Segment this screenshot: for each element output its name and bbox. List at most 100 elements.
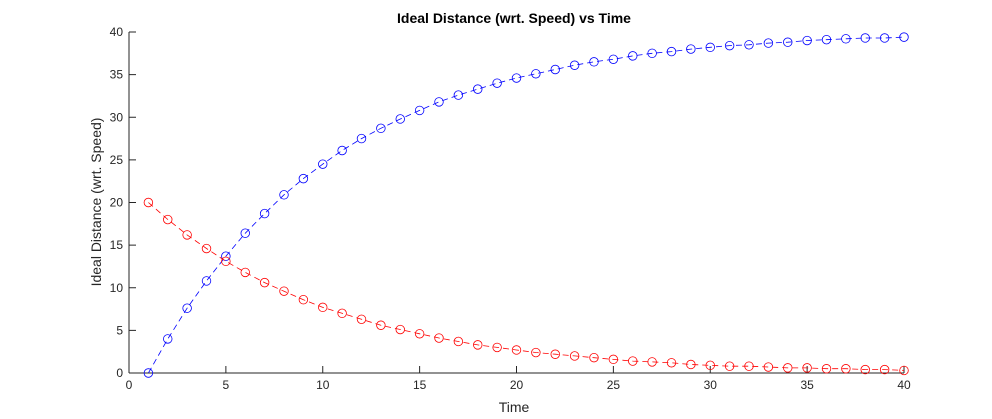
data-point [356, 133, 367, 144]
x-tick-label: 5 [223, 378, 230, 392]
x-tick-label: 20 [510, 378, 524, 392]
data-point [686, 359, 696, 370]
y-tick-label: 40 [110, 25, 124, 39]
series-group [143, 32, 909, 378]
data-point [376, 320, 386, 330]
data-point [356, 314, 367, 324]
x-axis-label: Time [499, 399, 530, 415]
data-point [414, 329, 425, 339]
y-tick-label: 5 [116, 323, 123, 337]
x-axis-ticks: 0 5 10 15 20 25 30 35 40 [126, 366, 911, 392]
data-point [705, 42, 715, 53]
data-point [744, 40, 754, 50]
data-point [434, 97, 444, 107]
series-1 [143, 197, 909, 376]
data-point [318, 159, 328, 169]
data-point [821, 34, 832, 45]
x-tick-label: 0 [126, 378, 133, 392]
y-axis-label: Ideal Distance (wrt. Speed) [88, 118, 104, 287]
data-point [259, 277, 270, 288]
data-point [802, 35, 812, 46]
data-point [163, 214, 173, 225]
data-point [647, 357, 657, 367]
data-point [899, 365, 909, 376]
data-point [337, 145, 347, 156]
y-tick-label: 10 [110, 281, 124, 295]
data-point [569, 351, 580, 361]
data-point [589, 57, 599, 67]
data-point [395, 324, 405, 335]
data-point [201, 243, 212, 254]
data-point [453, 336, 464, 347]
data-point [608, 54, 619, 64]
y-tick-label: 25 [110, 153, 124, 167]
data-point [182, 303, 192, 313]
data-point [841, 34, 851, 44]
data-point [240, 228, 250, 238]
data-point [569, 60, 580, 70]
data-point [492, 342, 502, 353]
x-tick-label: 25 [607, 378, 621, 392]
data-point [163, 334, 173, 344]
data-point [821, 364, 832, 374]
data-point [201, 276, 212, 286]
series-line [148, 36, 905, 374]
data-point [143, 368, 154, 378]
data-point [783, 363, 793, 373]
data-point [395, 114, 405, 124]
data-point [860, 364, 870, 375]
series-0 [143, 32, 909, 378]
data-point [802, 363, 812, 373]
data-point [879, 33, 890, 43]
data-point [414, 105, 425, 116]
data-point [628, 356, 638, 366]
y-axis-ticks: 0 5 10 15 20 25 30 35 40 [110, 25, 136, 380]
data-point [279, 286, 289, 296]
y-tick-label: 35 [110, 68, 124, 82]
y-tick-label: 30 [110, 110, 124, 124]
chart-title: Ideal Distance (wrt. Speed) vs Time [397, 10, 631, 26]
data-point [647, 48, 657, 59]
plot-area [129, 32, 904, 373]
data-point [550, 64, 560, 75]
data-point [899, 32, 909, 42]
y-tick-label: 0 [116, 366, 123, 380]
data-point [666, 358, 677, 368]
x-tick-label: 40 [897, 378, 911, 392]
data-point [259, 208, 270, 219]
data-point [841, 364, 851, 374]
data-point [608, 354, 619, 365]
x-tick-label: 15 [413, 378, 427, 392]
data-point [473, 84, 483, 94]
series-line [148, 202, 905, 371]
data-point [860, 33, 870, 43]
x-tick-label: 10 [316, 378, 330, 392]
data-point [473, 340, 483, 350]
data-point [550, 349, 560, 359]
data-point [783, 37, 793, 47]
data-point [318, 302, 328, 313]
data-point [744, 361, 754, 371]
data-point [492, 78, 502, 88]
data-point [589, 352, 599, 363]
data-point [686, 44, 696, 54]
data-point [763, 362, 774, 372]
y-tick-label: 15 [110, 238, 124, 252]
data-point [240, 267, 250, 278]
data-point [143, 197, 154, 208]
x-tick-label: 35 [800, 378, 814, 392]
data-point [724, 361, 735, 371]
data-point [666, 46, 677, 57]
data-point [221, 251, 231, 261]
data-point [628, 51, 638, 61]
data-point [724, 40, 735, 51]
data-point [705, 360, 715, 371]
data-point [182, 230, 192, 240]
data-point [376, 123, 386, 134]
data-point [453, 90, 464, 100]
data-point [531, 347, 541, 358]
y-tick-label: 20 [110, 196, 124, 210]
data-point [337, 308, 347, 319]
